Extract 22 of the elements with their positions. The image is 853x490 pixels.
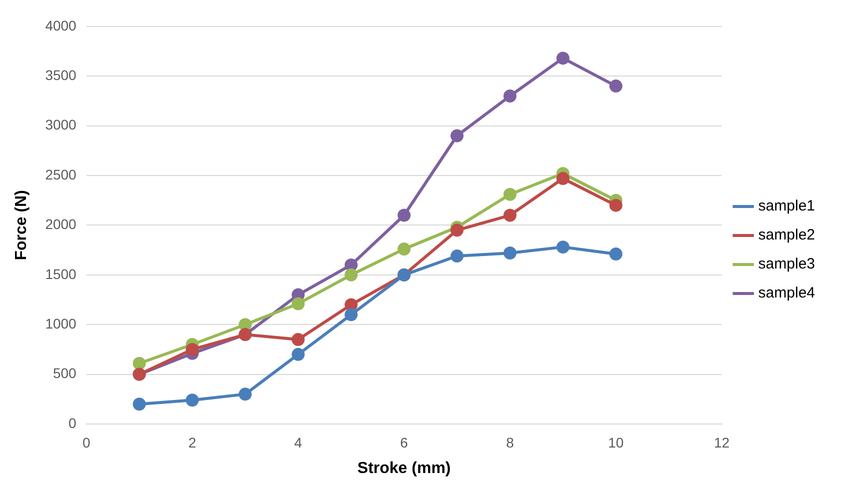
x-axis-title: Stroke (mm) xyxy=(357,460,451,477)
y-tick-label: 3000 xyxy=(45,116,77,133)
x-tick-label: 8 xyxy=(506,434,514,450)
y-tick-label: 2000 xyxy=(45,216,77,232)
legend-label: sample3 xyxy=(758,256,816,273)
x-tick-label: 10 xyxy=(608,434,624,450)
y-tick-label: 500 xyxy=(52,365,77,382)
x-tick-label: 4 xyxy=(294,434,302,450)
y-tick-label: 4000 xyxy=(45,17,77,34)
x-tick-label: 6 xyxy=(400,434,408,450)
x-tick-label: 12 xyxy=(714,434,730,450)
y-tick-label: 1500 xyxy=(45,266,77,282)
legend-label: sample4 xyxy=(758,284,816,302)
y-tick-label: 3500 xyxy=(45,66,77,83)
x-tick-label: 2 xyxy=(188,434,196,450)
y-axis-title: Force (N) xyxy=(13,190,30,260)
y-tick-label: 1000 xyxy=(45,315,77,332)
y-tick-label: 2500 xyxy=(45,166,77,182)
y-tick-label: 0 xyxy=(68,414,77,431)
x-tick-label: 0 xyxy=(82,434,90,450)
legend-label: sample1 xyxy=(758,198,816,215)
legend-label: sample2 xyxy=(758,226,816,244)
